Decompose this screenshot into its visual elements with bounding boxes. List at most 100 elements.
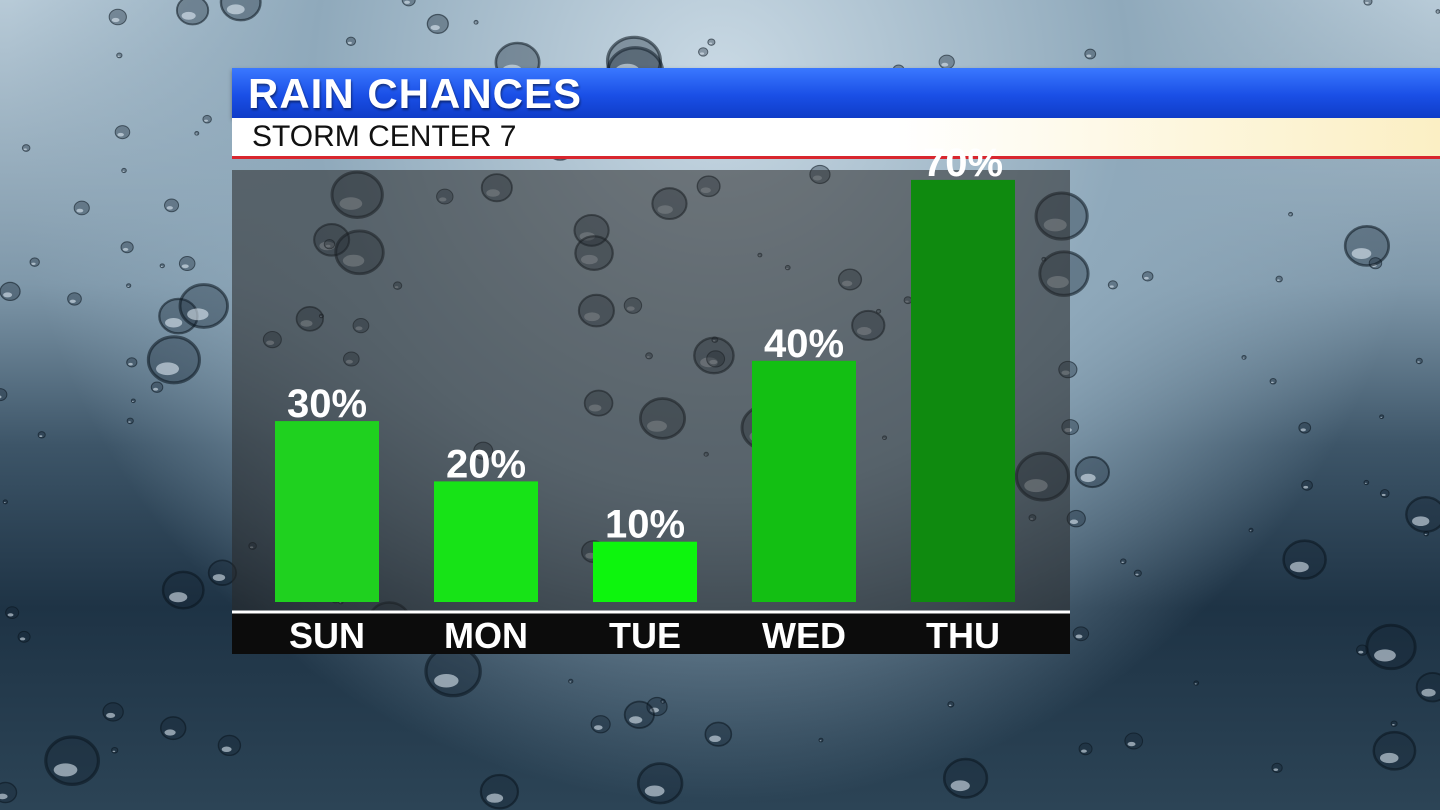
raindrop (1275, 275, 1283, 283)
raindrop (178, 283, 229, 329)
raindrop (126, 357, 138, 368)
raindrop (1269, 377, 1277, 385)
bar-sun (275, 421, 379, 602)
raindrop (44, 735, 100, 786)
raindrop (108, 8, 127, 26)
raindrop (17, 630, 31, 643)
title-banner: RAIN CHANCES (232, 68, 1440, 118)
raindrop (126, 417, 134, 425)
raindrop (1282, 539, 1327, 580)
bar-mon (434, 481, 538, 602)
raindrop (1435, 9, 1440, 14)
raindrop (1379, 414, 1385, 420)
raindrop (164, 198, 180, 213)
raindrop (660, 698, 666, 704)
raindrop (120, 241, 134, 254)
raindrop (1107, 280, 1118, 290)
raindrop (636, 762, 684, 805)
raindrop (1074, 456, 1110, 489)
raindrop (1405, 496, 1440, 533)
raindrop (1415, 357, 1423, 365)
raindrop (1423, 530, 1430, 537)
raindrop (947, 701, 955, 708)
raindrop (1365, 623, 1417, 671)
page-title: RAIN CHANCES (248, 70, 583, 117)
raindrop (114, 125, 131, 140)
subtitle-banner: STORM CENTER 7 (232, 118, 1440, 159)
bar-wed (752, 360, 856, 602)
raindrop (0, 781, 18, 804)
raindrop (707, 38, 716, 46)
raindrop (818, 737, 824, 743)
raindrop (150, 381, 164, 393)
raindrop (1363, 0, 1373, 6)
raindrop (178, 256, 196, 272)
category-label-wed: WED (762, 615, 846, 656)
raindrop (1078, 742, 1093, 756)
raindrop (1141, 271, 1154, 282)
raindrop (424, 645, 482, 698)
raindrop (1124, 732, 1144, 750)
value-label-mon: 20% (446, 442, 526, 486)
raindrop (1271, 762, 1283, 773)
category-label-tue: TUE (609, 615, 681, 656)
raindrop (1363, 479, 1370, 486)
raindrop (426, 13, 449, 34)
value-label-thu: 70% (923, 141, 1003, 185)
raindrop (37, 431, 46, 439)
raindrop (5, 606, 20, 619)
raindrop (1298, 421, 1312, 434)
raindrop (590, 715, 611, 734)
raindrop (146, 335, 201, 385)
raindrop (111, 746, 119, 754)
raindrop (938, 54, 955, 70)
raindrop (1120, 558, 1127, 565)
raindrop (2, 499, 8, 505)
raindrop (1193, 680, 1200, 686)
raindrop (21, 144, 31, 152)
raindrop (704, 721, 733, 747)
category-label-thu: THU (926, 615, 1000, 656)
rain-chance-bar-chart: 30% SUN 20% MON 10% TUE 40% WED 70% THU (232, 141, 1070, 656)
raindrop (1248, 527, 1254, 533)
raindrop (1343, 225, 1391, 267)
raindrop (102, 702, 124, 722)
raindrop (1301, 480, 1313, 491)
raindrop (1379, 489, 1390, 498)
raindrop (1241, 354, 1247, 360)
raindrop (158, 297, 199, 335)
raindrop (219, 0, 262, 22)
raindrop (1372, 730, 1417, 771)
bar-thu (911, 179, 1015, 602)
raindrop (1288, 211, 1294, 217)
raindrop (175, 0, 210, 26)
raindrop (67, 292, 82, 306)
raindrop (623, 700, 655, 729)
raindrop (1390, 720, 1398, 727)
raindrop (159, 716, 187, 741)
raindrop (161, 570, 205, 610)
raindrop (1084, 48, 1097, 60)
raindrop (479, 773, 520, 810)
raindrop (473, 19, 479, 25)
raindrop (0, 388, 8, 402)
raindrop (202, 114, 212, 124)
raindrop (194, 131, 200, 136)
raindrop (130, 398, 136, 404)
category-label-mon: MON (444, 615, 528, 656)
bar-tue (593, 541, 697, 602)
category-axis-strip (232, 612, 1070, 654)
value-label-wed: 40% (764, 322, 844, 366)
raindrop (401, 0, 416, 7)
raindrop (126, 283, 132, 289)
value-label-sun: 30% (287, 382, 367, 426)
raindrop (1415, 671, 1440, 703)
category-label-sun: SUN (289, 615, 365, 656)
raindrop (942, 757, 989, 799)
raindrop (1072, 626, 1090, 642)
raindrop (159, 263, 165, 269)
raindrop (698, 47, 709, 57)
page-subtitle: STORM CENTER 7 (252, 120, 517, 153)
value-label-tue: 10% (605, 503, 685, 547)
raindrop (0, 281, 21, 302)
